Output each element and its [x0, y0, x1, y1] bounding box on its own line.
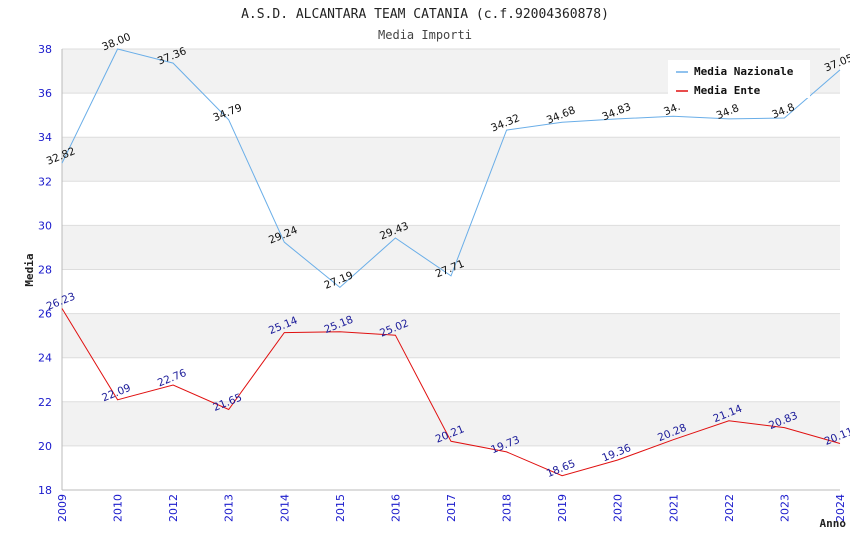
- x-tick-label: 2023: [778, 494, 791, 522]
- y-tick-label: 28: [38, 264, 52, 277]
- x-tick-label: 2024: [834, 494, 847, 522]
- y-axis-label: Media: [23, 253, 36, 286]
- data-label-nazionale: 34.32: [489, 112, 521, 134]
- grid-bands: [62, 49, 840, 446]
- y-tick-labels: 18 20 22 24 26 28 30 32 34 36 38: [38, 43, 52, 497]
- x-tick-labels: 2009 2010 2012 2013 2014 2015 2016 2017 2018 2019…: [56, 494, 847, 522]
- legend-label-ente: Media Ente: [694, 84, 761, 97]
- x-tick-label: 2012: [167, 494, 180, 522]
- y-tick-label: 36: [38, 87, 52, 100]
- y-tick-label: 30: [38, 219, 52, 232]
- y-tick-label: 24: [38, 352, 52, 365]
- data-label-nazionale: 27.19: [323, 269, 355, 291]
- x-tick-label: 2015: [334, 494, 347, 522]
- data-label-ente: 22.76: [156, 367, 189, 390]
- data-label-nazionale: 34.83: [600, 101, 632, 123]
- y-tick-label: 34: [38, 131, 52, 144]
- y-tick-label: 26: [38, 308, 52, 321]
- series-line-media-ente: [61, 308, 841, 477]
- x-tick-label: 2022: [723, 494, 736, 522]
- chart-subtitle: Media Importi: [378, 28, 472, 42]
- data-label-nazionale: 34.79: [211, 102, 243, 124]
- y-tick-label: 18: [38, 484, 52, 497]
- x-tick-label: 2009: [56, 494, 69, 522]
- x-tick-label: 2013: [223, 494, 236, 522]
- grid-band: [62, 401, 840, 446]
- x-tick-label: 2010: [112, 494, 125, 522]
- x-tick-label: 2020: [612, 494, 625, 522]
- x-tick-label: 2019: [556, 494, 569, 522]
- grid-band: [62, 225, 840, 270]
- grid-band: [62, 313, 840, 358]
- x-tick-label: 2016: [389, 494, 402, 522]
- x-tick-label: 2017: [445, 494, 458, 522]
- x-axis-label: Anno: [820, 517, 847, 530]
- grid-band: [62, 137, 840, 182]
- series-lines: [61, 48, 841, 477]
- data-label-nazionale: 34.68: [545, 104, 577, 126]
- y-tick-label: 20: [38, 440, 52, 453]
- chart-title: A.S.D. ALCANTARA TEAM CATANIA (c.f.92004…: [241, 7, 609, 22]
- legend: Media Nazionale Media Ente: [668, 60, 810, 98]
- data-label-ente: 18.65: [545, 458, 577, 480]
- y-tick-label: 32: [38, 175, 52, 188]
- grid-lines: [62, 48, 840, 491]
- legend-label-nazionale: Media Nazionale: [694, 65, 794, 78]
- x-tick-label: 2018: [501, 494, 514, 522]
- x-tick-label: 2014: [278, 494, 291, 522]
- data-label-ente: 22.09: [100, 382, 132, 404]
- series-line-media-nazionale: [61, 48, 841, 289]
- data-label-ente: 26.23: [45, 291, 77, 313]
- data-label-nazionale: 34.: [662, 101, 682, 118]
- y-tick-label: 22: [38, 396, 52, 409]
- y-tick-label: 38: [38, 43, 52, 56]
- legend-box: [668, 60, 810, 98]
- x-tick-label: 2021: [667, 494, 680, 522]
